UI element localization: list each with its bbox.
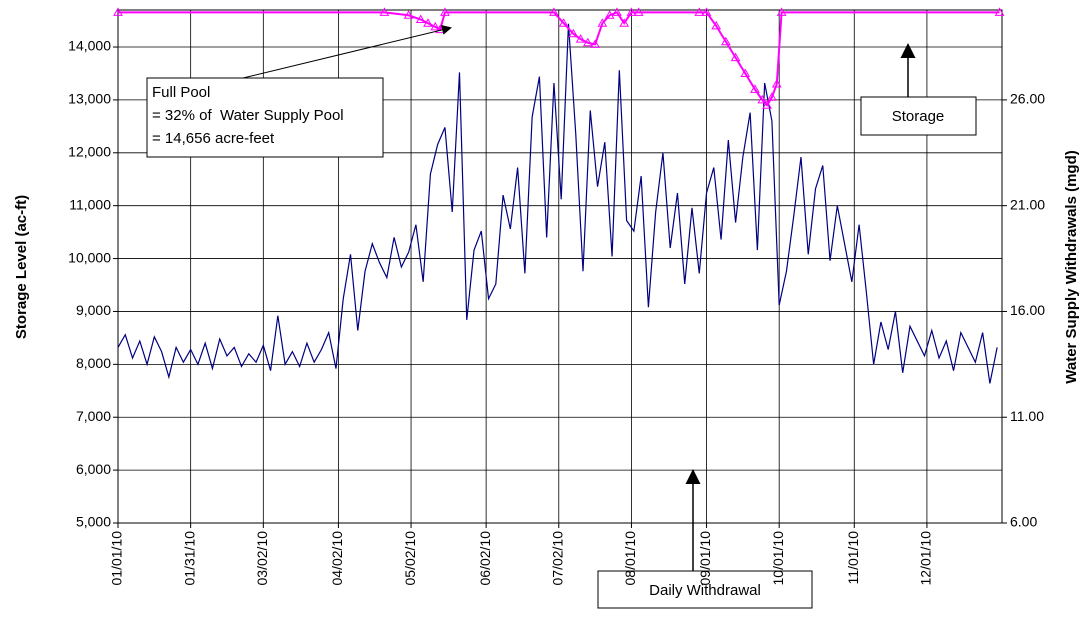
y-tick-label: 8,000 [76, 355, 111, 371]
y-axis-title: Storage Level (ac-ft) [13, 195, 30, 339]
point-marker [379, 7, 390, 16]
x-tick-label: 01/31/10 [181, 531, 197, 586]
x-tick-label: 05/02/10 [402, 531, 418, 586]
point-marker [549, 7, 559, 16]
x-tick-label: 11/01/10 [845, 531, 861, 585]
point-marker [711, 20, 722, 30]
point-marker [730, 52, 741, 62]
point-marker [721, 36, 731, 46]
note-box [597, 570, 813, 609]
annotation: Full Pool [152, 84, 210, 101]
point-marker [767, 92, 777, 101]
point-marker [612, 7, 622, 16]
annotation: Storage [892, 108, 945, 125]
marks [113, 7, 1005, 384]
x-tick-label: 10/01/10 [770, 531, 786, 586]
plot-frame [117, 9, 1003, 524]
point-marker [568, 28, 579, 38]
y-tick-label: 6,000 [76, 461, 111, 477]
series-line [117, 23, 998, 384]
point-marker [633, 7, 644, 16]
point-marker [582, 37, 593, 47]
x-tick-label: 03/02/10 [254, 531, 270, 586]
point-marker [750, 84, 760, 93]
y2-tick-label: 6.00 [1010, 514, 1037, 530]
note-box [860, 96, 977, 136]
annotation: = 14,656 acre-feet [152, 130, 275, 147]
arrow [242, 25, 452, 79]
point-marker [423, 18, 433, 27]
point-marker [619, 18, 630, 27]
x-tick-label: 04/02/10 [329, 531, 345, 586]
y-tick-label: 7,000 [76, 408, 111, 424]
point-marker [597, 18, 608, 27]
x-tick-label: 06/02/10 [477, 531, 493, 586]
y-tick-label: 9,000 [76, 302, 111, 318]
x-tick-label: 12/01/10 [918, 531, 934, 586]
point-marker [626, 7, 637, 16]
point-marker [113, 7, 123, 16]
point-marker [994, 7, 1005, 16]
y-tick-label: 11,000 [69, 196, 111, 212]
y2-axis-title: Water Supply Withdrawals (mgd) [1063, 150, 1080, 384]
point-marker [415, 14, 426, 24]
y-tick-label: 14,000 [68, 38, 111, 54]
x-tick-label: 07/02/10 [549, 531, 565, 586]
point-marker [762, 100, 772, 109]
x-tick-label: 09/01/10 [697, 531, 713, 586]
note-box [146, 77, 384, 158]
x-tick-label: 08/01/10 [622, 531, 638, 586]
y2-tick-label: 26.00 [1010, 91, 1045, 107]
point-marker [701, 7, 712, 16]
y-tick-label: 5,000 [76, 514, 111, 530]
y2-tick-label: 21.00 [1010, 196, 1045, 212]
y-tick-label: 13,000 [68, 91, 111, 107]
point-marker [403, 10, 414, 19]
point-marker [440, 7, 450, 16]
point-marker [694, 7, 705, 16]
annotation: Daily Withdrawal [649, 582, 761, 599]
point-marker [575, 34, 586, 43]
point-marker [757, 94, 768, 104]
point-marker [771, 79, 782, 88]
point-marker [776, 7, 787, 16]
point-marker [558, 18, 569, 27]
point-marker [604, 10, 615, 19]
series-line [118, 11, 1000, 107]
grid [113, 10, 1007, 528]
y2-tick-label: 16.00 [1010, 302, 1045, 318]
y-tick-label: 12,000 [68, 143, 111, 159]
annotation: = 32% of Water Supply Pool [152, 107, 344, 124]
point-marker [590, 39, 600, 48]
point-marker [740, 68, 751, 77]
y-tick-label: 10,000 [68, 249, 111, 265]
x-tick-label: 01/01/10 [109, 531, 125, 586]
y2-tick-label: 11.00 [1010, 408, 1044, 424]
point-marker [430, 21, 441, 31]
